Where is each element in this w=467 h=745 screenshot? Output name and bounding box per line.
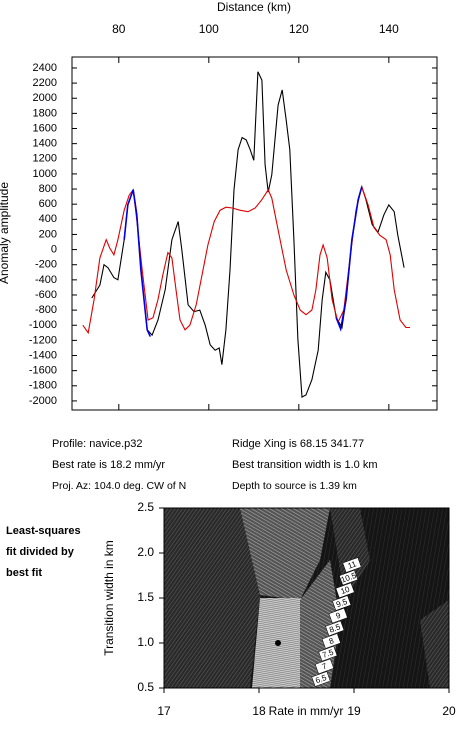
- y-tick-label: -400: [35, 274, 57, 286]
- x-tick-label: 19: [347, 704, 361, 718]
- contour-label: 10: [335, 582, 355, 599]
- info-text: Profile: navice.p32: [52, 438, 143, 450]
- y-tick-label: 800: [39, 183, 57, 195]
- y-tick-label: 0: [51, 243, 57, 255]
- annotation: Least-squares: [6, 525, 81, 537]
- contour-label-text: 8.5: [328, 622, 342, 634]
- contour-label-text: 9: [335, 611, 343, 621]
- y-tick-label: 200: [39, 228, 57, 240]
- contour-label: 9: [328, 607, 348, 624]
- y-tick-label: 2.0: [137, 545, 154, 559]
- contour-label-box: [314, 658, 334, 675]
- y-tick-label: -1800: [29, 380, 57, 392]
- y-tick-label: 2000: [33, 92, 57, 104]
- contour-label-box: [328, 607, 348, 624]
- contour-label: 7.5: [318, 645, 338, 662]
- y-tick-label: -1600: [29, 365, 57, 377]
- contour-label-text: 8: [328, 636, 336, 646]
- y-tick-label: 2.5: [137, 500, 154, 514]
- data-line: [123, 186, 363, 337]
- bottom-chart: 17 18 19 200.51.01.52.02.56.577.588.599.510…: [137, 500, 456, 718]
- contour-label: 9.5: [332, 595, 352, 611]
- contour-label: 8.5: [325, 620, 345, 637]
- contour-label-box: [325, 620, 345, 637]
- top-chart: 80 100 120 140-2000-1800-1600-1400-1200-100…: [29, 22, 437, 410]
- y-tick-label: -1200: [29, 334, 57, 346]
- info-text: Best rate is 18.2 mm/yr: [52, 459, 165, 471]
- contour-label-box: [318, 645, 338, 662]
- contour-label-text: 11: [347, 559, 358, 570]
- x-axis-title: Distance (km): [217, 0, 291, 14]
- y-axis-title: Transition width in km: [102, 540, 116, 656]
- x-tick-label: 20: [442, 704, 456, 718]
- contour-label: 8: [321, 633, 341, 649]
- x-axis-title: Rate in mm/yr: [269, 704, 344, 718]
- x-tick-label: 80: [112, 22, 126, 36]
- y-tick-label: -2000: [29, 395, 57, 407]
- x-tick-label: 120: [289, 22, 309, 36]
- y-tick-label: 0.5: [137, 680, 154, 694]
- contour-label-box: [311, 671, 331, 687]
- misfit-image: [164, 508, 449, 688]
- contour-label-text: 7: [321, 661, 329, 671]
- plot-frame: [71, 56, 438, 411]
- info-text: Ridge Xing is 68.15 341.77: [232, 438, 364, 450]
- contour-label-box: [335, 582, 355, 599]
- annotation: best fit: [6, 567, 42, 579]
- y-tick-label: -1400: [29, 349, 57, 361]
- contour-label: 10.5: [339, 569, 359, 586]
- info-text: Depth to source is 1.39 km: [232, 480, 357, 492]
- contour-label: 11: [342, 557, 362, 573]
- y-tick-label: 1400: [33, 138, 57, 150]
- y-tick-label: 2400: [33, 62, 57, 74]
- contour-label-box: [321, 633, 341, 649]
- contour-label-text: 7.5: [321, 647, 335, 659]
- y-tick-label: -800: [35, 304, 57, 316]
- info-text: Proj. Az: 104.0 deg. CW of N: [52, 480, 186, 492]
- y-tick-label: 400: [39, 213, 57, 225]
- x-tick-label: 100: [199, 22, 219, 36]
- y-tick-label: 1.0: [137, 635, 154, 649]
- x-tick-label: 17: [157, 704, 171, 718]
- y-tick-label: 600: [39, 198, 57, 210]
- annotation: fit divided by: [6, 546, 75, 558]
- x-tick-label: 140: [379, 22, 399, 36]
- y-tick-label: -1000: [29, 319, 57, 331]
- contour-label: 7: [314, 658, 334, 675]
- contour-label: 6.5: [311, 671, 331, 687]
- contour-label-box: [342, 557, 362, 573]
- contour-label-text: 9.5: [335, 597, 349, 609]
- contour-label-box: [339, 569, 359, 586]
- contour-label-box: [332, 595, 352, 611]
- data-line: [82, 184, 410, 335]
- info-text: Best transition width is 1.0 km: [232, 459, 378, 471]
- y-tick-label: 1000: [33, 168, 57, 180]
- y-tick-label: 1800: [33, 107, 57, 119]
- contour-label-text: 6.5: [314, 673, 328, 685]
- y-tick-label: 1600: [33, 122, 57, 134]
- y-axis-title: Anomaly amplitude: [0, 182, 11, 284]
- x-tick-label: 18: [252, 704, 266, 718]
- y-tick-label: 1.5: [137, 590, 154, 604]
- y-tick-label: 1200: [33, 153, 57, 165]
- y-tick-label: -600: [35, 289, 57, 301]
- contour-label-text: 10: [339, 584, 351, 596]
- best-fit-point: [275, 640, 281, 646]
- y-tick-label: 2200: [33, 77, 57, 89]
- y-tick-label: -200: [35, 259, 57, 271]
